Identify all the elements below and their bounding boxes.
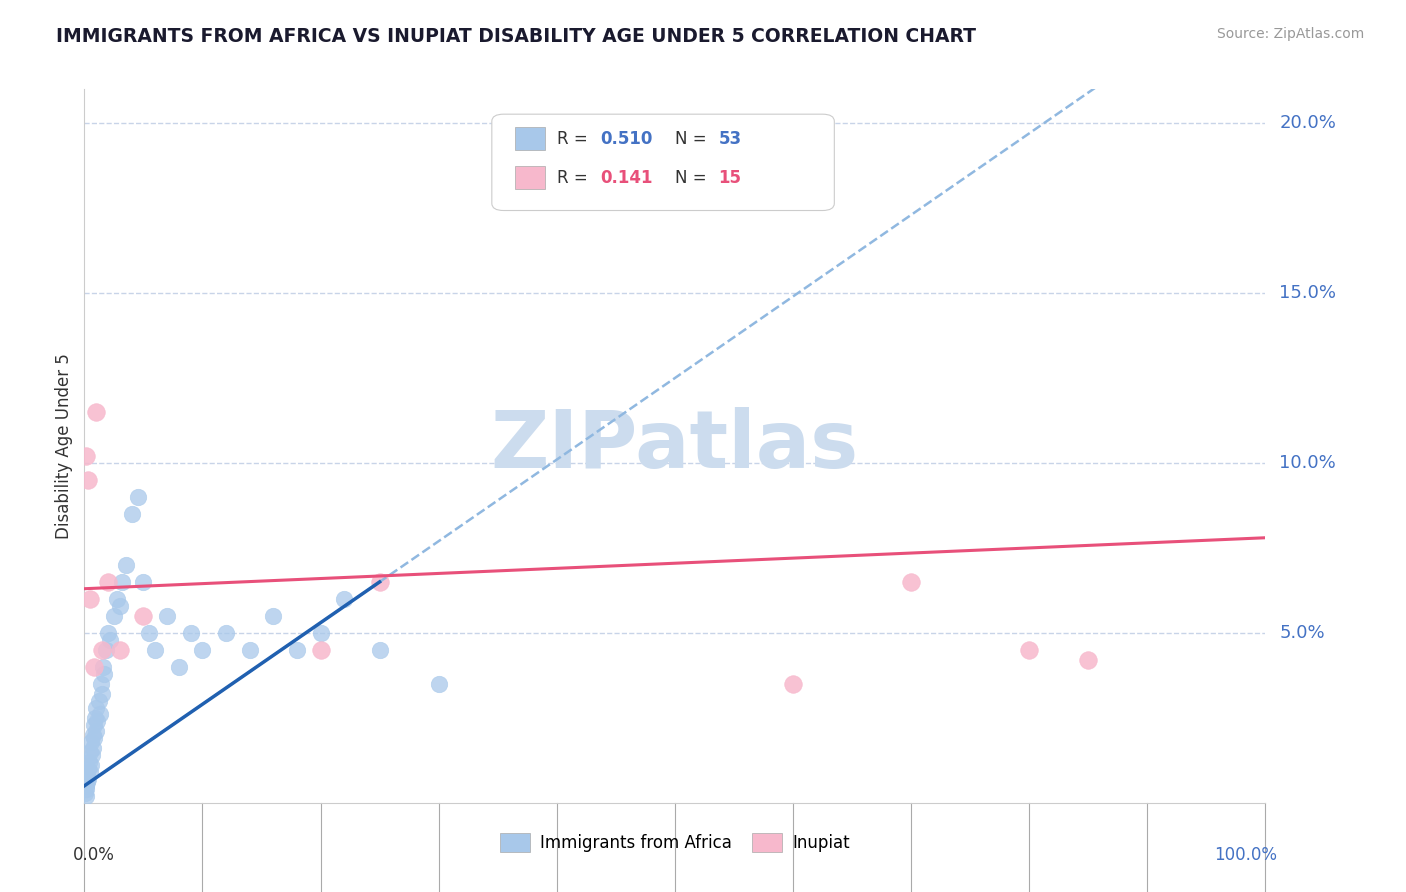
Point (191, 643, 214, 657)
Point (333, 591, 356, 606)
Point (138, 626, 160, 640)
Point (77, 762, 100, 776)
Point (108, 599, 131, 613)
Point (82, 728, 104, 742)
Point (83, 717, 105, 731)
Point (121, 507, 143, 521)
Point (80, 748, 103, 763)
Point (79, 745, 101, 759)
Point (309, 626, 332, 640)
Point (75, 782, 97, 797)
Point (98, 632, 121, 647)
Bar (516, 127, 546, 150)
Point (156, 608, 179, 623)
Legend: Immigrants from Africa, Inupiat: Immigrants from Africa, Inupiat (494, 826, 856, 859)
Point (80, 734, 103, 748)
Point (76, 769, 98, 783)
Y-axis label: Disability Age Under 5: Disability Age Under 5 (55, 353, 73, 539)
Point (89, 707, 111, 722)
Point (77, 772, 100, 786)
Point (111, 574, 134, 589)
Point (262, 608, 284, 623)
Text: 0.141: 0.141 (600, 169, 652, 187)
Point (309, 643, 332, 657)
Text: 53: 53 (718, 130, 742, 148)
Point (91, 643, 114, 657)
Point (1018, 643, 1040, 657)
Point (143, 643, 166, 657)
Text: IMMIGRANTS FROM AFRICA VS INUPIAT DISABILITY AGE UNDER 5 CORRELATION CHART: IMMIGRANTS FROM AFRICA VS INUPIAT DISABI… (56, 27, 976, 45)
Point (180, 626, 202, 640)
Point (75, 779, 97, 793)
Point (782, 677, 804, 691)
Point (239, 643, 262, 657)
Point (82, 741, 104, 756)
Point (93, 666, 115, 681)
Bar (516, 166, 546, 189)
Point (77, 473, 100, 487)
Point (77, 755, 100, 769)
Text: 15: 15 (718, 169, 741, 187)
Point (103, 608, 125, 623)
Point (84, 711, 107, 725)
Point (114, 558, 136, 572)
Text: 0.0%: 0.0% (73, 846, 114, 863)
Point (83, 660, 105, 674)
Point (91, 687, 114, 701)
Text: ZIPatlas: ZIPatlas (491, 407, 859, 485)
Point (79, 765, 101, 780)
Point (83, 731, 105, 746)
Point (97, 574, 120, 589)
Point (75, 449, 97, 463)
FancyBboxPatch shape (492, 114, 834, 211)
Point (900, 574, 922, 589)
Point (73, 786, 96, 800)
Point (132, 574, 155, 589)
Point (75, 789, 97, 803)
Point (87, 694, 110, 708)
Point (76, 775, 98, 789)
Text: N =: N = (675, 169, 711, 187)
Point (368, 574, 391, 589)
Point (84, 405, 107, 419)
Point (132, 608, 155, 623)
Text: 15.0%: 15.0% (1279, 284, 1336, 302)
Point (79, 591, 101, 606)
Point (107, 591, 129, 606)
Point (80, 758, 103, 772)
Point (1077, 653, 1099, 667)
Text: 0.510: 0.510 (600, 130, 652, 148)
Text: 10.0%: 10.0% (1279, 454, 1336, 472)
Point (94, 643, 117, 657)
Text: R =: R = (557, 130, 593, 148)
Point (368, 643, 391, 657)
Text: R =: R = (557, 169, 593, 187)
Point (97, 626, 120, 640)
Text: 5.0%: 5.0% (1279, 624, 1324, 642)
Point (90, 677, 112, 691)
Point (84, 700, 107, 714)
Point (91, 660, 114, 674)
Text: N =: N = (675, 130, 711, 148)
Point (215, 626, 238, 640)
Point (84, 724, 107, 739)
Point (86, 714, 108, 729)
Point (167, 660, 190, 674)
Point (108, 643, 131, 657)
Text: 100.0%: 100.0% (1215, 846, 1277, 863)
Text: 20.0%: 20.0% (1279, 114, 1336, 132)
Point (427, 677, 450, 691)
Text: Source: ZipAtlas.com: Source: ZipAtlas.com (1216, 27, 1364, 41)
Point (285, 643, 308, 657)
Point (127, 490, 149, 504)
